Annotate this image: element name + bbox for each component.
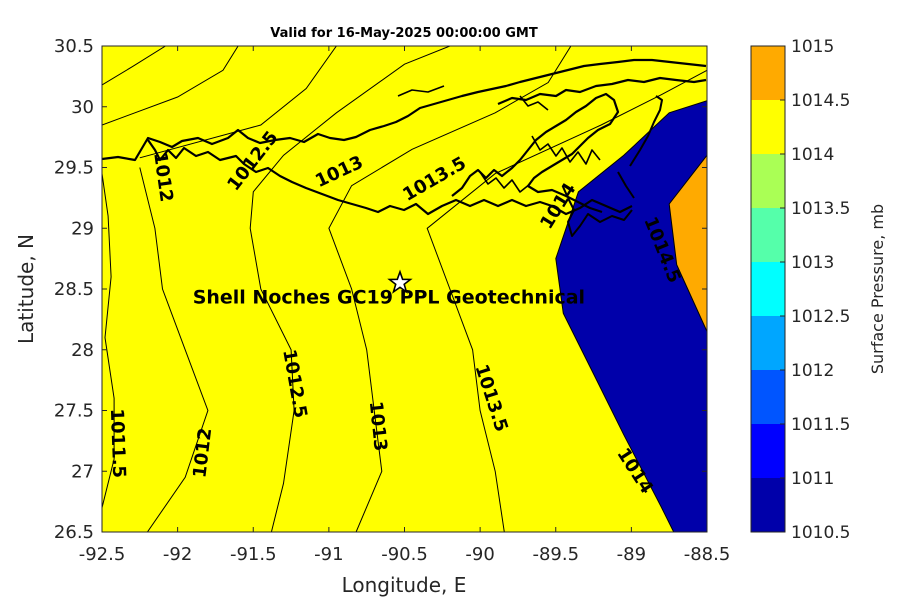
y-tick-label: 30.5 <box>54 36 94 57</box>
colorbar-swatch <box>751 100 785 154</box>
x-tick-label: -90.5 <box>381 544 428 565</box>
isobar-line <box>249 46 451 532</box>
isobar-line <box>426 69 707 532</box>
isobar-line <box>102 173 115 508</box>
y-tick-label: 27.5 <box>54 401 94 422</box>
x-tick-label: -92.5 <box>79 544 126 565</box>
colorbar-tick-label: 1011.5 <box>791 415 850 435</box>
x-tick-label: -92 <box>163 544 192 565</box>
site-annotation-label: Shell Noches GC19 PPL Geotechnical <box>193 287 585 309</box>
isobar-line <box>139 46 337 159</box>
y-tick-label: 29.5 <box>54 158 94 179</box>
x-tick-label: -89 <box>617 544 646 565</box>
coastline-path <box>617 95 663 199</box>
y-axis-label: Latitude, N <box>14 234 38 344</box>
y-tick-label: 30 <box>71 97 94 118</box>
x-tick-label: -89.5 <box>532 544 579 565</box>
y-tick-label: 28 <box>71 340 94 361</box>
colorbar-tick-label: 1013.5 <box>791 199 850 219</box>
isobar-line <box>555 100 707 532</box>
x-axis-ticks: -92.5 -92 -91.5 -91 -90.5 -90 -89.5 -89 -88.5 <box>79 46 731 565</box>
colorbar-swatch <box>751 424 785 478</box>
y-tick-label: 27 <box>71 461 94 482</box>
coastline-path <box>567 197 633 237</box>
colorbar: 1010.5 1011 1011.5 1012 1012.5 1013 1013.5 1014… <box>750 37 850 543</box>
colorbar-frame <box>750 45 786 533</box>
coastline-path <box>451 92 620 214</box>
colorbar-swatch <box>751 370 785 424</box>
isobar-line <box>668 154 707 332</box>
x-tick-label: -91 <box>314 544 343 565</box>
isobar-line <box>139 167 209 532</box>
colorbar-tick-label: 1012 <box>791 361 834 381</box>
colorbar-swatch <box>751 262 785 316</box>
colorbar-tick-label: 1014.5 <box>791 91 850 111</box>
coastline-path <box>102 58 707 162</box>
x-tick-label: -90 <box>465 544 494 565</box>
contour-label: 1011.5 <box>106 408 129 478</box>
coastline-path <box>397 85 601 193</box>
coastline-path <box>147 139 633 216</box>
colorbar-tick-label: 1014 <box>791 145 834 165</box>
colorbar-swatch <box>751 316 785 370</box>
coastline-path <box>497 76 707 106</box>
y-tick-label: 29 <box>71 218 94 239</box>
colorbar-tick-label: 1010.5 <box>791 523 850 543</box>
x-axis-label: Longitude, E <box>342 573 467 597</box>
y-tick-label: 26.5 <box>54 522 94 543</box>
colorbar-tick-label: 1012.5 <box>791 307 850 327</box>
colorbar-swatch <box>751 154 785 208</box>
isobar-line <box>102 46 239 126</box>
colorbar-swatch <box>751 46 785 100</box>
isobar-line <box>102 46 166 86</box>
chart-title: Valid for 16-May-2025 00:00:00 GMT <box>270 26 538 41</box>
isobar-lines <box>102 46 707 532</box>
colorbar-swatch <box>751 208 785 262</box>
y-tick-label: 28.5 <box>54 279 94 300</box>
x-tick-label: -88.5 <box>684 544 731 565</box>
colorbar-tick-label: 1015 <box>791 37 834 57</box>
contour-label: 1013 <box>365 400 391 452</box>
colorbar-tick-label: 1011 <box>791 469 834 489</box>
pressure-band <box>669 155 707 332</box>
y-axis-ticks: 26.5 27 27.5 28 28.5 29 29.5 30 30.5 <box>54 36 707 543</box>
x-tick-label: -91.5 <box>230 544 277 565</box>
colorbar-tick-label: 1013 <box>791 253 834 273</box>
site-star-marker <box>387 269 413 294</box>
isobar-line <box>328 46 572 532</box>
colorbar-swatch <box>751 478 785 532</box>
coastline <box>102 58 707 237</box>
colorbar-label: Surface Pressure, mb <box>868 204 887 374</box>
